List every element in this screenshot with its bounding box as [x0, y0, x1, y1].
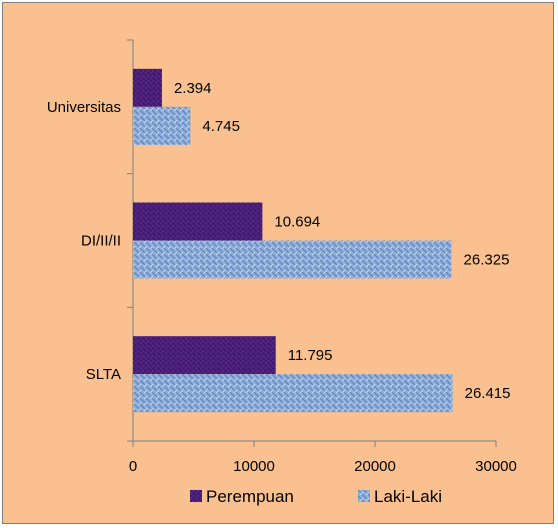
bar-perempuan [133, 336, 276, 375]
bar-perempuan [133, 202, 263, 241]
x-tick-label: 20000 [354, 458, 396, 475]
data-label: 4.745 [202, 118, 240, 135]
category-label: Universitas [47, 99, 121, 116]
bar-laki-laki [133, 106, 191, 145]
legend-label: Laki-Laki [374, 487, 442, 506]
bar-perempuan [133, 68, 162, 107]
legend-swatch-laki-laki [358, 490, 370, 502]
data-label: 26.325 [464, 252, 510, 269]
data-label: 2.394 [174, 80, 212, 97]
bar-laki-laki [133, 240, 452, 279]
data-label: 10.694 [274, 214, 320, 231]
category-label: SLTA [86, 366, 121, 383]
legend-swatch-perempuan [190, 490, 202, 502]
x-tick-label: 30000 [475, 458, 517, 475]
bar-laki-laki [133, 374, 453, 413]
category-label: DI/II/II [81, 233, 121, 250]
data-label: 11.795 [288, 347, 333, 364]
x-tick-label: 10000 [233, 458, 275, 475]
x-tick-label: 0 [129, 458, 137, 475]
data-label: 26.415 [465, 385, 511, 402]
legend-label: Perempuan [206, 487, 294, 506]
